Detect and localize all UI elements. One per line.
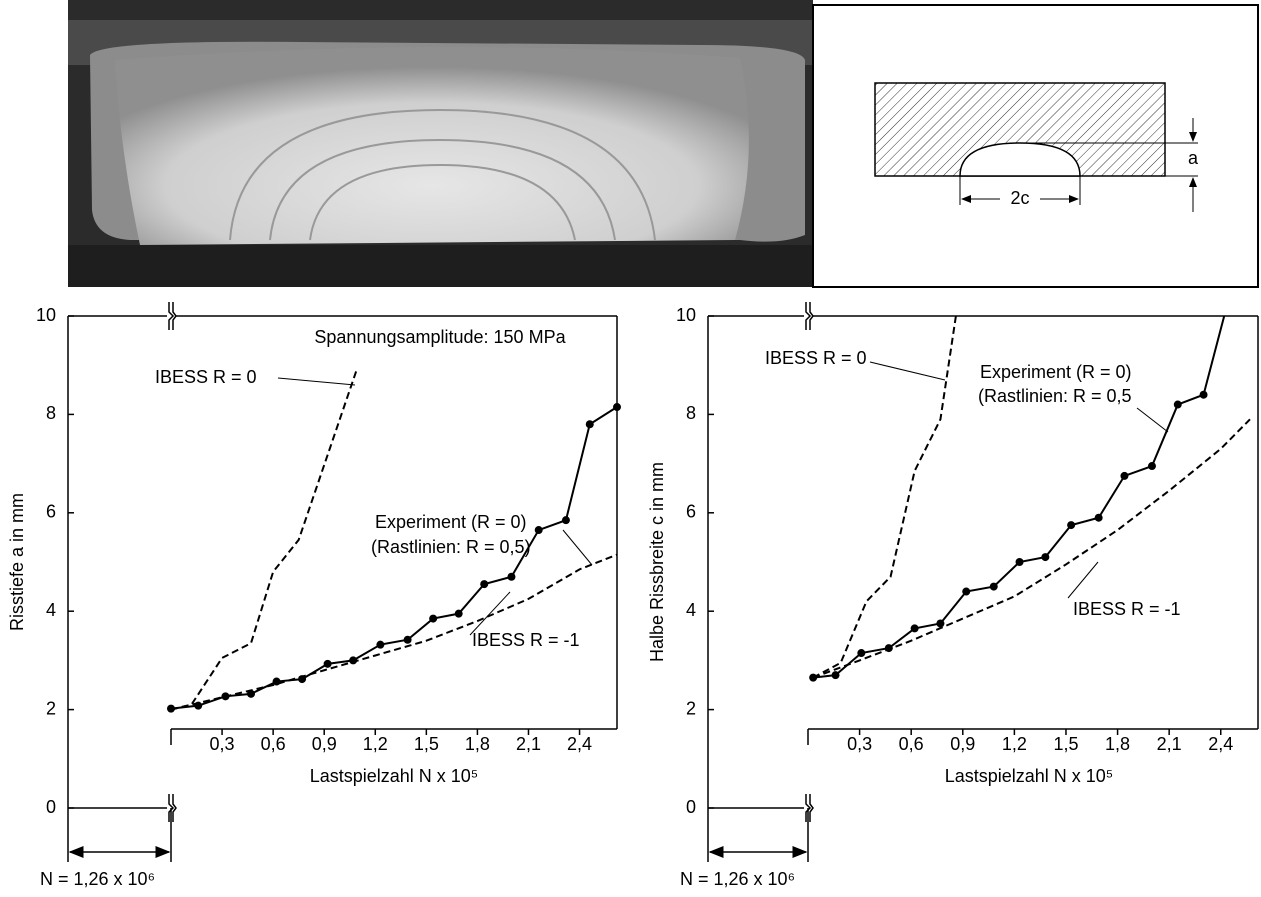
annotation: IBESS R = 0: [765, 348, 867, 368]
y-tick-label: 0: [46, 797, 56, 817]
data-point: [1147, 462, 1156, 471]
x-axis-label: Lastspielzahl N x 10⁵: [310, 766, 479, 786]
origin-label: N = 1,26 x 10⁶: [40, 869, 155, 889]
y-tick-label: 10: [36, 305, 56, 325]
leader-line: [1136, 407, 1169, 433]
series-line: [812, 315, 957, 679]
photo: [68, 0, 813, 287]
data-point: [857, 649, 866, 658]
x-axis-label: Lastspielzahl N x 10⁵: [945, 766, 1114, 786]
series-line: [170, 553, 618, 711]
x-tick-label: 2,4: [567, 734, 592, 754]
y-tick-label: 0: [686, 797, 696, 817]
leader-line: [562, 529, 593, 566]
data-point: [936, 619, 945, 628]
data-point: [831, 671, 840, 680]
x-tick-label: 0,6: [899, 734, 924, 754]
x-tick-label: 1,8: [1105, 734, 1130, 754]
x-tick-label: 0,9: [312, 734, 337, 754]
series-line: [812, 418, 1251, 679]
annotation: IBESS R = 0: [155, 367, 257, 387]
data-point: [507, 572, 516, 581]
annotation: Experiment (R = 0): [375, 512, 527, 532]
data-point: [962, 587, 971, 596]
leader-line: [869, 361, 946, 381]
x-tick-label: 2,1: [516, 734, 541, 754]
dim-label: a: [1188, 148, 1199, 168]
x-tick-label: 0,9: [950, 734, 975, 754]
leader-line: [277, 377, 356, 386]
data-point: [989, 582, 998, 591]
axis-break: [168, 302, 177, 330]
data-point: [429, 614, 438, 623]
data-point: [376, 640, 385, 649]
x-tick-label: 1,2: [1002, 734, 1027, 754]
data-point: [1041, 553, 1050, 562]
axis-break: [805, 302, 814, 330]
data-point: [480, 580, 489, 589]
y-tick-label: 10: [676, 305, 696, 325]
data-point: [1199, 390, 1208, 399]
data-point: [585, 420, 594, 429]
leader-line: [1067, 561, 1099, 599]
data-point: [1094, 513, 1103, 522]
data-point: [403, 635, 412, 644]
crack-diagram: a 2c: [812, 4, 1259, 288]
data-point: [349, 656, 358, 665]
axis-break: [168, 794, 177, 822]
annotation: IBESS R = -1: [472, 630, 580, 650]
annotation: (Rastlinien: R = 0,5: [978, 386, 1132, 406]
annotation: IBESS R = -1: [1073, 599, 1181, 619]
x-tick-label: 1,2: [363, 734, 388, 754]
data-point: [1120, 471, 1129, 480]
axis-break: [167, 302, 175, 330]
y-tick-label: 8: [46, 403, 56, 423]
y-axis-label: Risstiefe a in mm: [7, 493, 27, 631]
data-point: [1173, 400, 1182, 409]
y-tick-label: 6: [46, 502, 56, 522]
annotation: Experiment (R = 0): [980, 362, 1132, 382]
y-tick-label: 4: [46, 600, 56, 620]
series-line: [170, 406, 618, 710]
data-point: [1015, 558, 1024, 566]
data-point: [534, 526, 543, 535]
x-tick-label: 1,5: [414, 734, 439, 754]
axis-break: [805, 794, 814, 822]
x-tick-label: 2,4: [1208, 734, 1233, 754]
origin-label: N = 1,26 x 10⁶: [680, 869, 795, 889]
data-point: [613, 403, 621, 412]
data-point: [323, 659, 332, 668]
x-tick-label: 0,3: [847, 734, 872, 754]
dim-label: 2c: [1010, 188, 1029, 208]
axis-break: [804, 302, 812, 330]
annotation: Spannungsamplitude: 150 MPa: [314, 327, 566, 347]
y-axis-label: Halbe Rissbreite c in mm: [647, 462, 667, 662]
series-line: [170, 369, 358, 711]
y-tick-label: 2: [686, 698, 696, 718]
x-tick-label: 2,1: [1157, 734, 1182, 754]
data-point: [1067, 521, 1076, 530]
x-tick-label: 0,3: [210, 734, 235, 754]
y-tick-label: 8: [686, 403, 696, 423]
data-point: [247, 689, 256, 698]
data-point: [910, 624, 919, 633]
data-point: [454, 609, 463, 618]
leader-line: [469, 591, 511, 636]
annotation: (Rastlinien: R = 0,5): [371, 537, 531, 557]
x-tick-label: 0,6: [261, 734, 286, 754]
x-tick-label: 1,8: [465, 734, 490, 754]
y-tick-label: 6: [686, 502, 696, 522]
x-tick-label: 1,5: [1053, 734, 1078, 754]
data-point: [561, 516, 570, 525]
y-tick-label: 2: [46, 698, 56, 718]
y-tick-label: 4: [686, 600, 696, 620]
